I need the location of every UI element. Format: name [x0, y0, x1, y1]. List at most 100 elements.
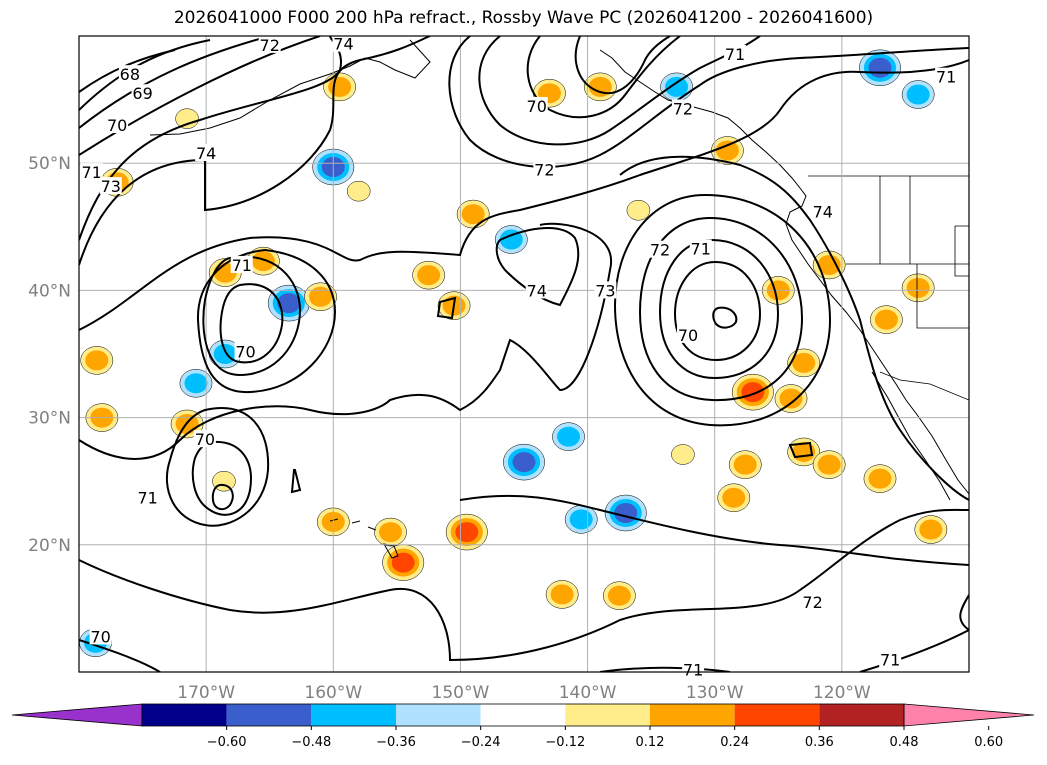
shaded-patch	[868, 468, 892, 489]
contour-label-bg	[193, 430, 216, 448]
contour-label-bg	[80, 163, 103, 181]
contour-line	[202, 255, 302, 377]
contour-label: 70	[195, 430, 215, 449]
contour-label: 71	[691, 239, 711, 258]
lat-tick-label: 20°N	[28, 536, 71, 556]
contour-line	[574, 36, 671, 95]
contour-line	[191, 440, 252, 516]
contour-label-bg	[136, 488, 159, 506]
contour-label: 70	[107, 116, 127, 135]
contour-label: 69	[132, 84, 152, 103]
colorbar-tick-label: −0.12	[545, 735, 585, 750]
colorbar-segment	[734, 704, 820, 726]
shaded-patch	[379, 522, 402, 543]
contour-line	[478, 36, 761, 146]
shaded-patch	[417, 265, 441, 286]
lon-tick-label: 140°W	[559, 683, 617, 703]
contour-label: 71	[880, 650, 900, 669]
contour-label-bg	[525, 96, 548, 114]
contour-label: 70	[235, 342, 255, 361]
colorbar-tick-label: 0.12	[636, 735, 665, 750]
shaded-patch	[906, 84, 930, 105]
lat-tick-label: 30°N	[28, 409, 71, 429]
contour-label: 74	[333, 35, 353, 54]
contour-label-bg	[118, 65, 141, 83]
contour-label: 71	[936, 68, 956, 87]
contour-line	[79, 36, 321, 156]
contour-label: 71	[725, 45, 745, 64]
contour-label-bg	[689, 239, 712, 257]
contour-line	[165, 407, 270, 527]
lat-tick-label: 50°N	[28, 154, 71, 174]
colorbar-tick-label: −0.60	[207, 735, 247, 750]
contour-line	[79, 36, 343, 241]
shaded-patch	[715, 140, 739, 161]
contour-label: 72	[802, 593, 822, 612]
shaded-patch	[461, 204, 485, 225]
contour-line	[619, 155, 969, 501]
colorbar-tick-label: 0.36	[805, 735, 834, 750]
shaded-patch	[328, 76, 352, 97]
contour-line	[526, 36, 681, 119]
contour-line	[448, 36, 969, 168]
contour-label-bg	[594, 281, 617, 299]
contour-line	[79, 36, 271, 129]
graticule	[79, 36, 969, 672]
lon-tick-label: 130°W	[686, 683, 744, 703]
contour-label: 70	[527, 97, 547, 116]
contour-label-bg	[89, 627, 112, 645]
contour-label-bg	[671, 99, 694, 117]
colorbar-outline	[141, 703, 905, 727]
contour-label-bg	[801, 593, 824, 611]
latitude-axis: 20°N 30°N 40°N 50°N	[28, 154, 71, 556]
contour-line	[638, 216, 804, 402]
lat-tick-label: 40°N	[28, 281, 71, 301]
contour-line	[219, 283, 284, 364]
contour-label-bg	[234, 342, 257, 360]
contour-label: 72	[260, 36, 280, 55]
contour-label-bg	[195, 144, 218, 162]
refractivity-shading	[79, 49, 948, 657]
contour-label: 70	[678, 326, 698, 345]
contour-line	[613, 193, 832, 427]
contour-label: 73	[595, 281, 615, 300]
contour-label-bg	[258, 35, 281, 53]
colorbar-tick-label: −0.36	[376, 735, 416, 750]
shaded-patch	[588, 76, 612, 97]
coastline-baja	[871, 371, 951, 501]
shaded-patch	[557, 426, 580, 447]
contour-line	[599, 666, 731, 672]
contour-label: 74	[813, 203, 833, 222]
shaded-patch	[626, 200, 651, 221]
shaded-patch	[607, 585, 631, 606]
lon-tick-label: 120°W	[813, 683, 871, 703]
colorbar-extend-low	[11, 703, 143, 727]
shaded-patch	[175, 108, 199, 129]
contour-label-bg	[525, 281, 548, 299]
colorbar-segment	[226, 704, 312, 726]
shaded-patch	[868, 57, 892, 78]
shaded-patch	[741, 382, 765, 403]
shaded-patch	[391, 552, 415, 573]
contour-line	[673, 260, 762, 362]
colorbar-tick-label: −0.24	[461, 735, 501, 750]
contour-line	[79, 36, 431, 266]
shaded-patch	[309, 286, 333, 307]
colorbar-segment	[565, 704, 650, 726]
lon-tick-label: 150°W	[432, 683, 490, 703]
contour-label-bg	[677, 325, 700, 343]
shaded-patch	[455, 522, 479, 543]
contour-line	[79, 508, 969, 662]
shaded-patch	[779, 388, 803, 409]
colorbar-extend-high	[903, 703, 1035, 727]
contour-label-bg	[935, 67, 958, 85]
shaded-patch	[817, 254, 841, 275]
contour-line	[290, 469, 302, 494]
contour-label-bg	[682, 660, 705, 678]
shaded-patch	[550, 584, 574, 605]
shaded-patch	[277, 293, 301, 314]
contour-line	[788, 441, 814, 459]
shaded-patch	[512, 452, 536, 473]
contour-line	[79, 39, 211, 111]
